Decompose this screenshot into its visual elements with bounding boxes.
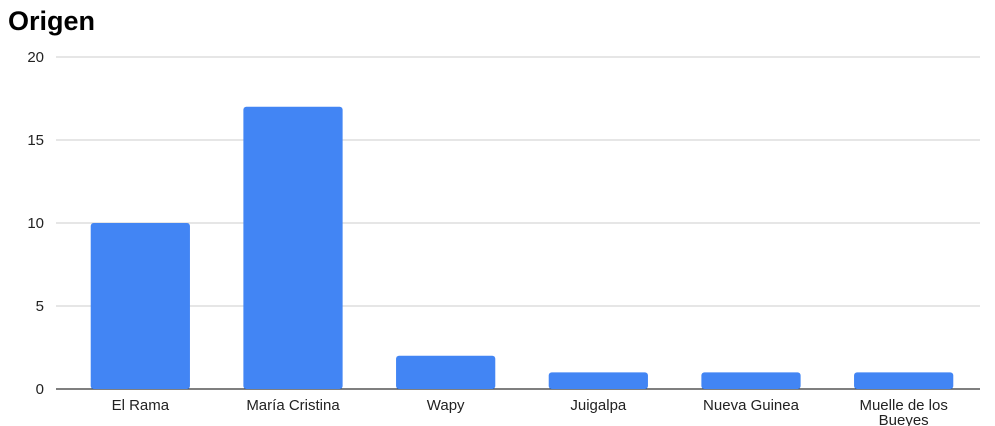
x-axis-ticks: El Rama María Cristina Wapy Juigalpa Nueva G… <box>112 397 948 426</box>
y-tick-label: 0 <box>36 381 44 398</box>
x-tick-label: Wapy <box>427 397 465 414</box>
chart-title: Origen <box>8 6 96 36</box>
y-tick-label: 10 <box>27 215 44 232</box>
y-axis-ticks: 0 5 10 15 20 <box>27 49 44 398</box>
gridlines <box>56 56 980 390</box>
bar <box>396 355 496 389</box>
y-tick-label: 15 <box>27 132 44 149</box>
x-tick-label: Nueva Guinea <box>703 397 800 414</box>
bar <box>548 372 648 389</box>
bar <box>90 223 190 389</box>
bar <box>701 372 801 389</box>
bars <box>90 106 954 390</box>
y-tick-label: 20 <box>27 49 44 66</box>
x-tick-label: Muelle de los Bueyes <box>859 397 947 426</box>
bar <box>854 372 954 389</box>
bar <box>243 106 343 390</box>
y-tick-label: 5 <box>36 298 44 315</box>
x-tick-label: María Cristina <box>246 397 340 414</box>
x-tick-label: El Rama <box>112 397 170 414</box>
x-tick-label: Juigalpa <box>570 397 627 414</box>
